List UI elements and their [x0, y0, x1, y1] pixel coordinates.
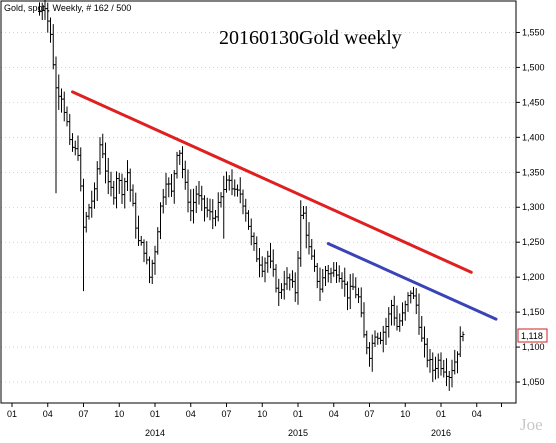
y-tick-label: 1,450 [522, 97, 545, 107]
x-tick-label: 07 [364, 409, 374, 419]
x-tick-label: 10 [257, 409, 267, 419]
x-tick-label: 01 [150, 409, 160, 419]
last-price-label: 1,118 [521, 331, 543, 341]
x-year-label: 2016 [431, 428, 451, 438]
y-tick-label: 1,150 [522, 307, 545, 317]
x-year-label: 2015 [288, 428, 308, 438]
last-price-badge: 1,118 [517, 328, 548, 343]
chart-header: Gold, spot , Weekly, # 162 / 500 [4, 3, 131, 13]
last-price-box [517, 328, 548, 343]
x-tick-label: 01 [293, 409, 303, 419]
ohlc-bars [38, 0, 465, 391]
y-tick-label: 1,500 [522, 62, 545, 72]
x-tick-label: 10 [400, 409, 410, 419]
y-tick-label: 1,400 [522, 132, 545, 142]
x-tick-label: 07 [78, 409, 88, 419]
y-tick-label: 1,250 [522, 237, 545, 247]
x-tick-label: 04 [186, 409, 196, 419]
x-axis: 01 04 07 10 01 04 07 10 01 04 07 10 01 04 2014 2015 2016 [7, 403, 502, 438]
x-tick-label: 01 [7, 409, 17, 419]
trendlines [71, 90, 498, 321]
x-tick-label: 04 [472, 409, 482, 419]
y-tick-label: 1,350 [522, 167, 545, 177]
blue-trendline [326, 242, 498, 321]
x-tick-label: 07 [221, 409, 231, 419]
y-tick-label: 1,050 [522, 377, 545, 387]
y-tick-label: 1,300 [522, 202, 545, 212]
plot-frame [0, 0, 517, 404]
red-trendline [71, 90, 473, 274]
x-tick-label: 04 [329, 409, 339, 419]
y-tick-label: 1,100 [522, 342, 545, 352]
x-tick-label: 10 [114, 409, 124, 419]
y-tick-label: 1,550 [522, 27, 545, 37]
y-tick-label: 1,200 [522, 272, 545, 282]
x-tick-label: 01 [436, 409, 446, 419]
ohlc-bar [461, 331, 465, 342]
y-axis: 1,050 1,100 1,150 1,200 1,250 1,300 1,350 1,400… [516, 27, 545, 387]
watermark: Joe [520, 415, 543, 434]
x-year-label: 2014 [145, 428, 165, 438]
chart-title: 20160130Gold weekly [219, 27, 402, 49]
x-tick-label: 04 [43, 409, 53, 419]
